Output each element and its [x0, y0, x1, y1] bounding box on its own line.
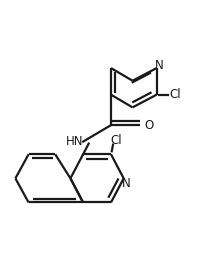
Text: HN: HN: [65, 135, 83, 148]
Text: N: N: [155, 59, 164, 72]
Text: Cl: Cl: [110, 134, 122, 147]
Text: O: O: [145, 119, 154, 132]
Text: N: N: [122, 177, 131, 191]
Text: Cl: Cl: [169, 88, 181, 101]
